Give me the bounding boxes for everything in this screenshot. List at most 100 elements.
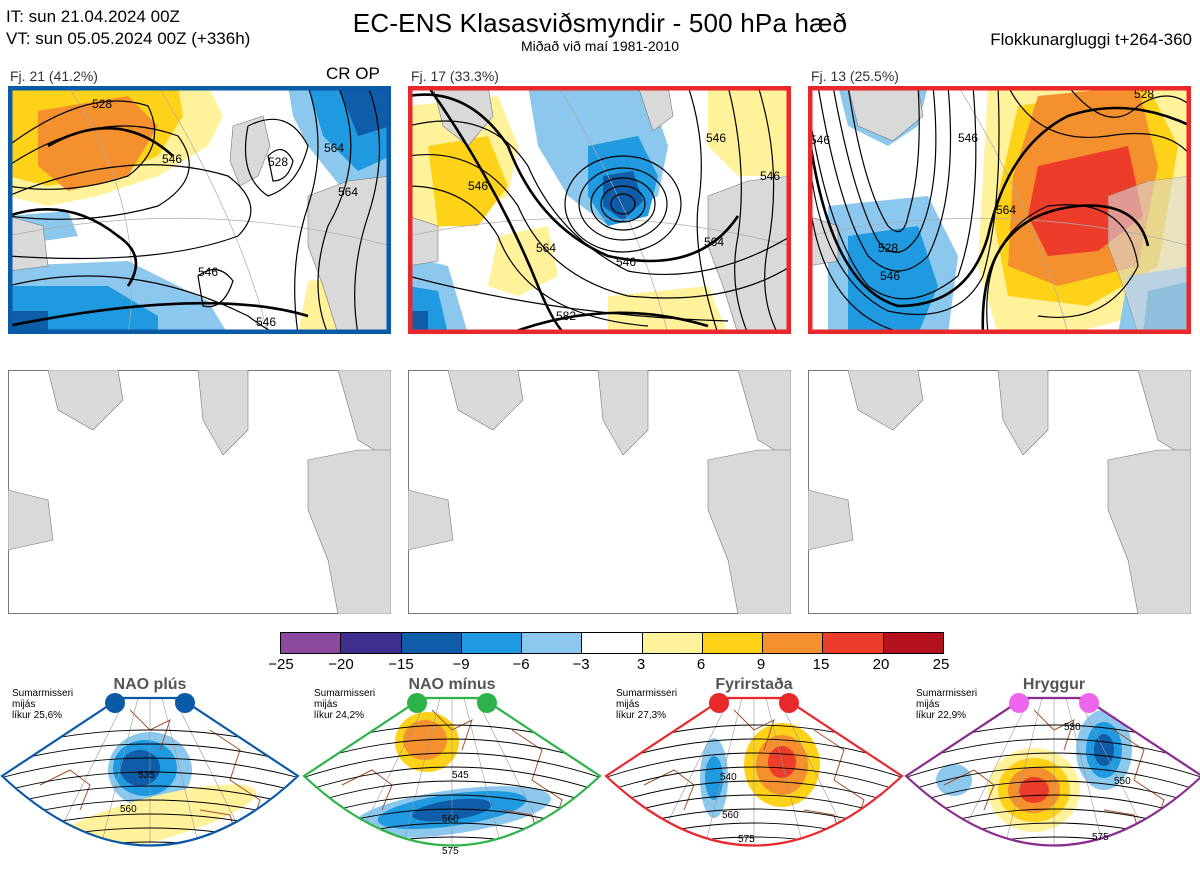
regime-map: 540 560 575 <box>604 696 904 847</box>
regime-contour-label: 550 <box>1114 776 1131 787</box>
regime-note-line: líkur 25,6% <box>12 710 63 721</box>
colorbar-tick-label: −25 <box>268 656 294 673</box>
colorbar-segment <box>281 633 342 653</box>
contour-label: 528 <box>268 155 288 169</box>
regime-contour-label: 575 <box>442 846 459 857</box>
colorbar-segment <box>522 633 583 653</box>
contour-label: 546 <box>706 131 726 145</box>
contour-label: 528 <box>92 97 112 111</box>
regime-note-line: Sumarmisseri <box>916 688 978 699</box>
contour-label: 564 <box>338 185 358 199</box>
regime-marker-dot <box>709 693 729 713</box>
regime-map: 530 550 575 <box>904 696 1200 847</box>
contour-label: 546 <box>162 152 182 166</box>
regime-contour-label: 535 <box>138 770 155 781</box>
colorbar-tick-label: −3 <box>572 656 590 673</box>
contour-label: 564 <box>324 141 344 155</box>
colorbar-tick-label: 6 <box>696 656 706 673</box>
regime-marker-dot <box>477 693 497 713</box>
regime-contour-label: 575 <box>738 834 755 845</box>
contour-label: 546 <box>880 269 900 283</box>
colorbar-tick-label: 9 <box>756 656 766 673</box>
colorbar-segment <box>401 633 462 653</box>
regime-map: 545 560 575 <box>302 696 602 857</box>
colorbar-tick-label: 15 <box>812 656 830 673</box>
contour-label: 546 <box>616 255 636 269</box>
colorbar-tick-label: 25 <box>932 656 950 673</box>
regime-note-line: Sumarmisseri <box>12 688 74 699</box>
regime-note-line: mijás <box>12 699 36 710</box>
contour-label: 564 <box>996 203 1016 217</box>
cluster-2-map: 546 546 564 546 582 564 546 <box>408 86 791 334</box>
empty-map-3 <box>808 370 1191 614</box>
colorbar-segment <box>341 633 402 653</box>
regime-marker-dot <box>1079 693 1099 713</box>
cluster-1-border <box>8 86 391 334</box>
valid-time: VT: sun 05.05.2024 00Z (+336h) <box>6 29 251 48</box>
regime-note-line: líkur 27,3% <box>616 710 667 721</box>
colorbar-segment <box>702 633 764 653</box>
regime-note: Sumarmisseri mijás líkur 24,2% <box>314 688 375 721</box>
contour-label: 546 <box>958 131 978 145</box>
regime-note-line: Sumarmisseri <box>616 688 678 699</box>
regime-title: Fyrirstaða <box>715 676 793 693</box>
regime-border <box>0 696 300 847</box>
page-title: EC-ENS Klasasviðsmyndir - 500 hPa hæð <box>352 8 848 38</box>
contour-label: 546 <box>468 179 488 193</box>
regime-note: Sumarmisseri mijás líkur 27,3% <box>616 688 677 721</box>
colorbar-segment <box>582 633 643 653</box>
regime-contour-label: 560 <box>120 804 137 815</box>
cluster-3-map: 546 564 528 546 546 528 <box>808 86 1191 334</box>
regime-contour-label: 575 <box>1092 832 1109 843</box>
cluster-1-label: Fj. 21 (41.2%) <box>10 68 98 84</box>
regime-marker-dot <box>779 693 799 713</box>
init-time: IT: sun 21.04.2024 00Z <box>6 7 180 26</box>
colorbar-segment <box>883 633 943 653</box>
cluster-1-map: 528 546 564 546 528 564 546 <box>8 86 391 334</box>
regime-title: NAO plús <box>113 676 187 693</box>
cluster-1-tag: CR OP <box>326 64 380 83</box>
regime-marker-dot <box>407 693 427 713</box>
contour-label: 528 <box>878 241 898 255</box>
regime-border <box>302 696 602 847</box>
colorbar-segment <box>763 633 824 653</box>
colorbar-segment <box>461 633 523 653</box>
regime-note-line: mijás <box>916 699 940 710</box>
regime-map: 535 560 <box>0 696 300 847</box>
colorbar-tick-label: −9 <box>452 656 470 673</box>
contour-label: 546 <box>256 315 276 329</box>
colorbar-segment <box>642 633 703 653</box>
regime-note-line: líkur 22,9% <box>916 710 967 721</box>
colorbar-tick-label: −6 <box>512 656 530 673</box>
colorbar-tick-label: 20 <box>872 656 890 673</box>
regime-contour-label: 560 <box>442 814 459 825</box>
header-times: IT: sun 21.04.2024 00Z VT: sun 05.05.202… <box>6 6 250 50</box>
contour-label: 546 <box>810 133 830 147</box>
regime-title: Hryggur <box>1022 676 1086 693</box>
colorbar-tick-label: −15 <box>388 656 414 673</box>
colorbar-segment <box>823 633 884 653</box>
contour-label: 546 <box>760 169 780 183</box>
regime-note: Sumarmisseri mijás líkur 25,6% <box>12 688 73 721</box>
regime-note-line: mijás <box>616 699 640 710</box>
cluster-3-label: Fj. 13 (25.5%) <box>811 68 899 84</box>
regime-border <box>604 696 904 847</box>
regime-note-line: líkur 24,2% <box>314 710 365 721</box>
contour-label: 564 <box>536 241 556 255</box>
colorbar <box>280 632 944 654</box>
classification-window: Flokkunargluggi t+264-360 <box>990 30 1192 49</box>
contour-label: 564 <box>704 235 724 249</box>
regime-marker-dot <box>1009 693 1029 713</box>
empty-map-1 <box>8 370 391 614</box>
regime-contour-label: 545 <box>452 770 469 781</box>
cluster-2-border <box>408 86 791 334</box>
cluster-3-border <box>808 86 1191 334</box>
contour-label: 582 <box>556 309 576 323</box>
regime-contour-label: 530 <box>1064 722 1081 733</box>
regime-border <box>904 696 1200 847</box>
regime-contour-label: 540 <box>720 772 737 783</box>
colorbar-tick-label: −20 <box>328 656 354 673</box>
regime-marker-dot <box>105 693 125 713</box>
regime-note-line: Sumarmisseri <box>314 688 376 699</box>
colorbar-tick-label: 3 <box>636 656 646 673</box>
